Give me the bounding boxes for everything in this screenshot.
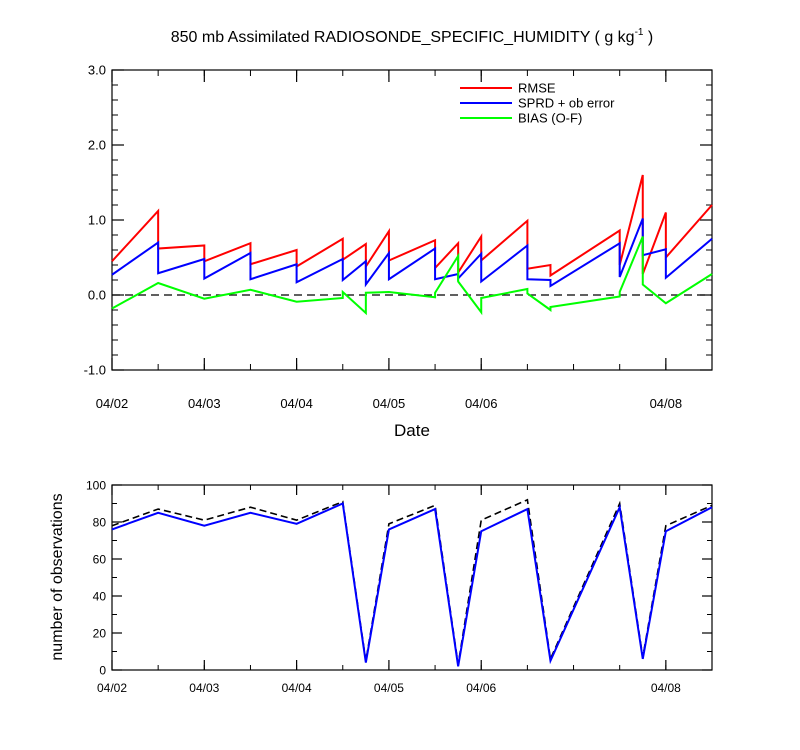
- top-chart-y-tick-label: -1.0: [84, 363, 106, 378]
- bottom-chart-y-tick-label: 80: [93, 516, 107, 530]
- top-chart-statistics: 04/02 04/03 04/04 04/05 04/06 04/08 -1.0 0.0 1.0…: [84, 63, 713, 411]
- figure-title-main: 850 mb Assimilated RADIOSONDE_SPECIFIC_H…: [171, 29, 635, 46]
- legend-label-1: RMSE: [518, 81, 556, 96]
- bottom-chart-x-tick-label: 04/08: [651, 681, 681, 695]
- top-chart-series-bias-o-f-line: [111, 236, 713, 316]
- legend-label-3: BIAS (O-F): [518, 111, 582, 126]
- top-chart-x-axis-title: Date: [394, 421, 430, 440]
- top-chart-y-tick-label: 1.0: [88, 213, 106, 228]
- top-chart-plot-frame: [111, 69, 713, 371]
- figure-title: 850 mb Assimilated RADIOSONDE_SPECIFIC_H…: [171, 27, 654, 46]
- top-chart-y-tick-label: 2.0: [88, 138, 106, 153]
- bottom-chart-observation-count: 04/02 04/03 04/04 04/05 04/06 04/08 0 20 40 60 80 1…: [86, 479, 713, 695]
- bottom-chart-y-tick-label: 100: [86, 479, 106, 493]
- figure-title-superscript: -1: [635, 27, 644, 38]
- top-chart-x-tick-label: 04/06: [465, 396, 498, 411]
- figure-title-close: ): [643, 29, 653, 46]
- top-chart-y-tick-label: 0.0: [88, 288, 106, 303]
- bottom-chart-series-solid-line: [111, 502, 713, 667]
- bottom-chart-y-tick-label: 0: [99, 664, 106, 678]
- top-chart-x-tick-label: 04/04: [280, 396, 313, 411]
- bottom-chart-x-tick-label: 04/05: [374, 681, 404, 695]
- top-chart-y-tick-label: 3.0: [88, 63, 106, 78]
- bottom-chart-x-tick-label: 04/02: [97, 681, 127, 695]
- bottom-chart-y-tick-label: 40: [93, 590, 107, 604]
- bottom-chart-y-tick-label: 60: [93, 553, 107, 567]
- top-chart-x-tick-label: 04/02: [96, 396, 129, 411]
- top-chart-x-tick-label: 04/08: [650, 396, 683, 411]
- bottom-chart-plot-frame: [111, 484, 713, 671]
- bottom-chart-y-axis-title: number of observations: [49, 493, 66, 660]
- bottom-chart-x-tick-label: 04/03: [189, 681, 219, 695]
- bottom-chart-x-tick-label: 04/06: [466, 681, 496, 695]
- legend-label-2: SPRD + ob error: [518, 96, 615, 111]
- top-chart-x-tick-label: 04/03: [188, 396, 221, 411]
- top-chart-x-tick-label: 04/05: [373, 396, 406, 411]
- bottom-chart-x-tick-label: 04/04: [282, 681, 312, 695]
- top-chart-series-sprd-ob-error-line: [111, 218, 713, 288]
- bottom-chart-y-tick-label: 20: [93, 627, 107, 641]
